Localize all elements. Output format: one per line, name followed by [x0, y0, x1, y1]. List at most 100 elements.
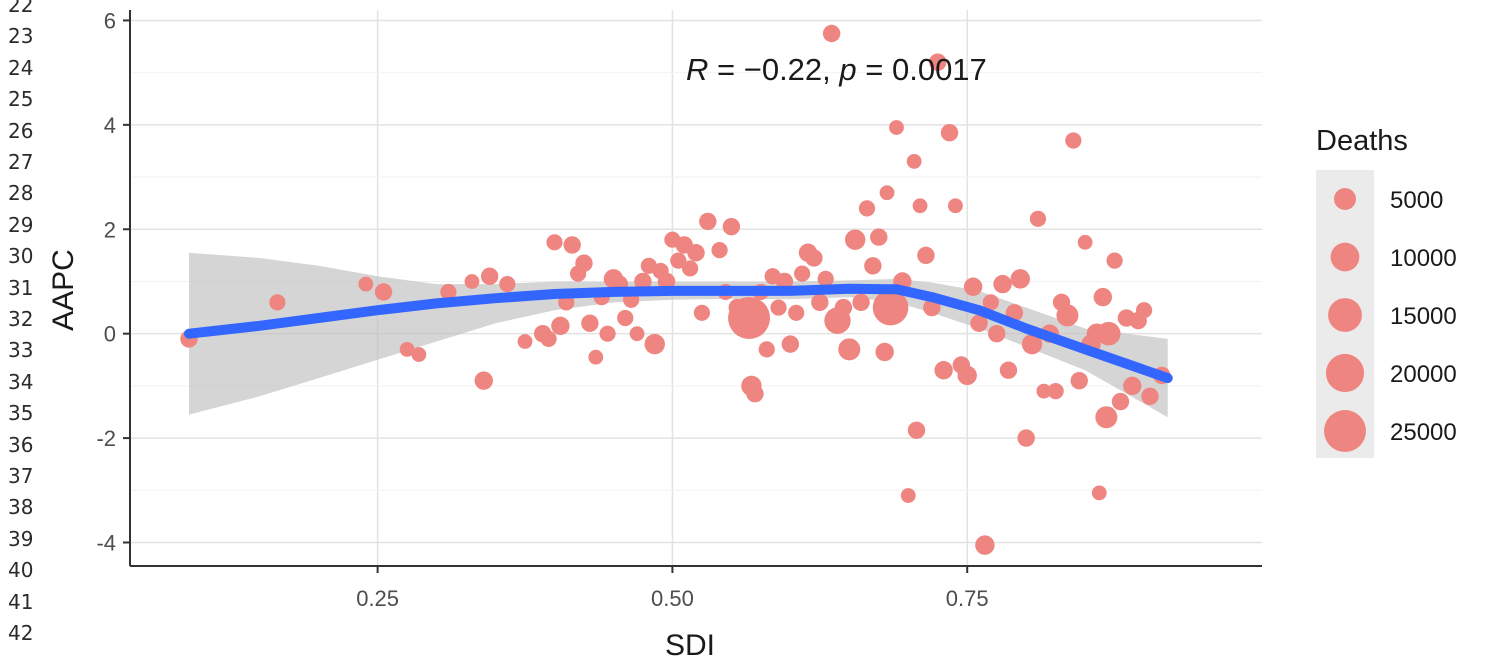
data-point [1077, 234, 1093, 250]
data-point [838, 338, 861, 361]
legend-key [1324, 410, 1366, 452]
data-point [1096, 321, 1121, 346]
data-point [993, 274, 1012, 294]
line-number: 27 [8, 150, 34, 174]
data-point [358, 276, 374, 292]
data-point [929, 53, 947, 71]
data-point [546, 234, 563, 251]
line-number: 39 [8, 526, 34, 551]
line-number: 26 [8, 118, 34, 143]
data-point [834, 298, 853, 317]
line-number: 31 [8, 275, 34, 300]
y-tick-label: 2 [104, 217, 116, 242]
data-point [374, 283, 393, 301]
data-point [517, 334, 533, 349]
x-tick-labels: 0.25 0.50 0.75 [356, 566, 989, 611]
line-number-gutter: 22 23 24 25 26 27 28 29 30 31 32 33 34 35 36 37 38 39 40 41… [0, 0, 46, 663]
data-point [864, 257, 882, 275]
data-point [440, 283, 457, 301]
data-point [411, 347, 427, 362]
data-point [1036, 383, 1052, 399]
data-point [1070, 371, 1088, 390]
x-axis-title: SDI [665, 629, 715, 662]
data-point [858, 200, 876, 217]
y-tick-label: 0 [104, 322, 116, 347]
line-number: 30 [8, 244, 34, 269]
legend-key [1330, 242, 1360, 272]
data-point [540, 330, 557, 348]
data-point [1111, 392, 1130, 411]
line-number: 32 [8, 307, 34, 331]
data-point [629, 326, 645, 342]
legend-label: 5000 [1390, 187, 1443, 214]
y-tick-label: -2 [96, 426, 116, 451]
data-point [474, 371, 493, 390]
data-point [1106, 252, 1123, 269]
line-number: 22 [8, 0, 34, 17]
data-point [588, 349, 604, 365]
data-point [889, 120, 904, 135]
line-number: 29 [8, 212, 34, 237]
data-point [817, 270, 834, 287]
data-point [581, 314, 599, 332]
data-point [269, 294, 286, 311]
data-point [563, 236, 581, 254]
data-point [900, 488, 916, 503]
y-tick-labels: -4 -2 0 2 4 6 [96, 8, 130, 556]
data-point [975, 535, 995, 555]
data-point [870, 228, 888, 246]
line-number: 35 [8, 401, 34, 426]
legend-label: 10000 [1390, 245, 1457, 272]
data-point [957, 365, 977, 386]
data-point [934, 361, 953, 380]
smooth-line [184, 283, 1173, 384]
data-point [1093, 287, 1113, 307]
data-point [788, 304, 805, 321]
data-point [693, 304, 710, 321]
data-point [940, 123, 959, 142]
line-number: 33 [8, 338, 34, 363]
data-point [844, 229, 866, 250]
data-point [399, 341, 415, 357]
data-point [1056, 304, 1079, 327]
data-point [852, 293, 870, 312]
data-point [1017, 429, 1035, 447]
data-point [1010, 269, 1030, 289]
data-point [728, 297, 771, 340]
line-number: 28 [8, 181, 34, 206]
line-number: 25 [8, 87, 34, 112]
x-tick-label: 0.25 [356, 586, 399, 611]
data-point [781, 335, 800, 353]
data-point [875, 342, 894, 362]
data-point [1047, 383, 1064, 400]
data-point [499, 275, 516, 293]
data-point [480, 267, 499, 285]
line-number: 23 [8, 24, 34, 49]
data-point [963, 277, 983, 296]
data-point [1029, 210, 1047, 227]
data-point [917, 246, 935, 265]
data-point [970, 314, 988, 332]
legend-key [1325, 353, 1365, 393]
legend-key [1334, 188, 1356, 210]
data-point [879, 185, 895, 201]
x-tick-label: 0.50 [651, 586, 694, 611]
data-point [670, 252, 687, 269]
data-point [464, 274, 480, 289]
line-number: 40 [8, 558, 34, 583]
data-point [907, 421, 926, 439]
data-point [617, 309, 634, 327]
y-axis-title: AAPC [47, 249, 80, 331]
axes [129, 10, 1262, 567]
data-point [687, 244, 705, 262]
data-point [1091, 485, 1107, 501]
data-point [770, 299, 787, 316]
data-point [682, 260, 699, 277]
legend-label: 15000 [1390, 303, 1457, 330]
data-point [758, 341, 775, 358]
data-point [999, 361, 1018, 379]
legend-title: Deaths [1316, 125, 1408, 157]
data-point [794, 265, 811, 282]
data-point [1141, 387, 1159, 406]
